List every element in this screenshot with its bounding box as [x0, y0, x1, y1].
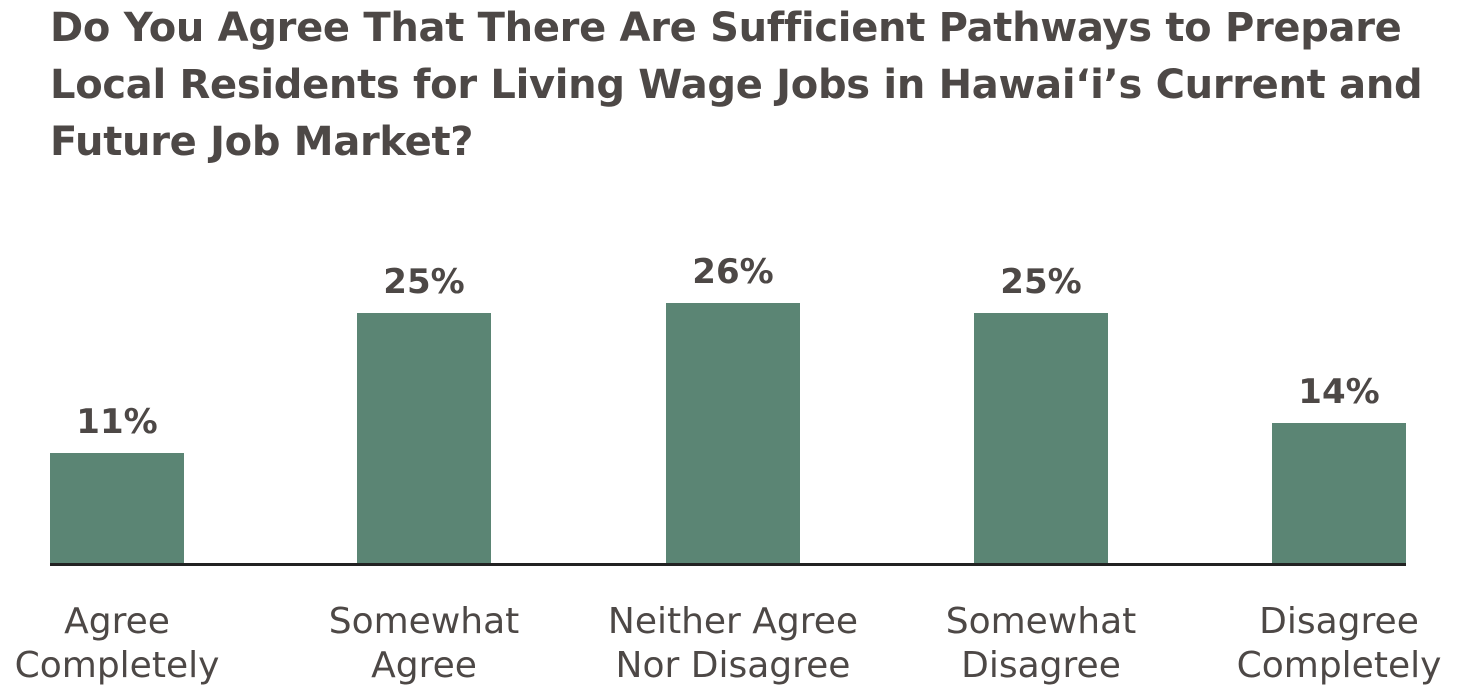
category-label: Agree [371, 645, 477, 686]
category-label: Neither Agree [608, 601, 858, 642]
data-label: 11% [76, 402, 157, 442]
category-label: Disagree [961, 645, 1121, 686]
bar [974, 313, 1108, 563]
data-label: 26% [692, 252, 773, 292]
category-label: Somewhat [329, 601, 520, 642]
bar [357, 313, 491, 563]
bar [666, 303, 800, 563]
category-label: Nor Disagree [616, 645, 851, 686]
category-label: Completely [1237, 645, 1442, 686]
bar [1272, 423, 1406, 563]
data-label: 25% [1000, 262, 1081, 302]
data-label: 25% [383, 262, 464, 302]
chart-title: Do You Agree That There Are Sufficient P… [50, 5, 1423, 165]
bar [50, 453, 184, 563]
category-label: Agree [64, 601, 170, 642]
data-label: 14% [1298, 372, 1379, 412]
category-label: Disagree [1259, 601, 1419, 642]
category-label: Somewhat [946, 601, 1137, 642]
category-label: Completely [15, 645, 220, 686]
